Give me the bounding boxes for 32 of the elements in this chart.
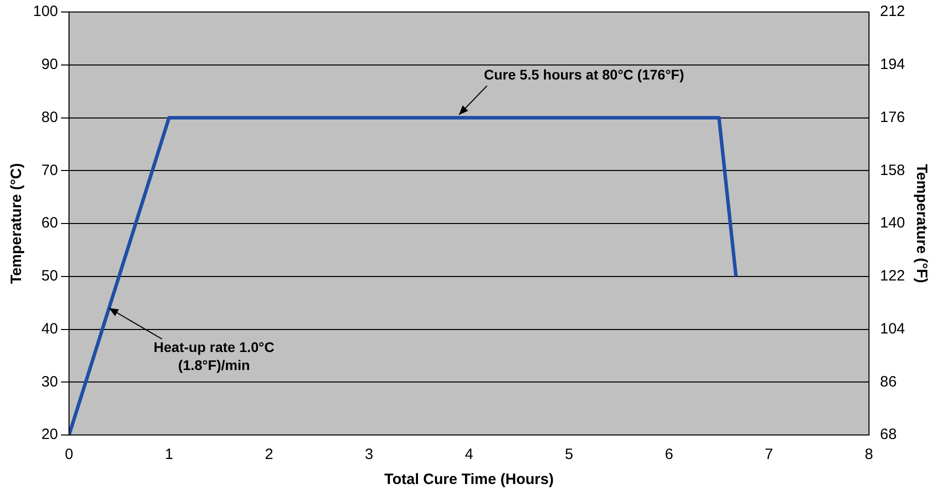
x-tick-label: 5: [564, 446, 574, 464]
y2-tick-label: 158: [880, 162, 906, 179]
x-tick-label: 7: [764, 446, 774, 464]
x-tick-label: 0: [64, 446, 74, 464]
y-tick-label: 60: [41, 214, 58, 232]
y2-tick-label: 194: [880, 56, 906, 74]
y-tick-label: 100: [32, 3, 58, 20]
y2-tick-label: 122: [880, 268, 906, 285]
x-tick-label: 8: [864, 446, 874, 464]
x-tick-label: 1: [164, 446, 174, 464]
y2-tick-label: 176: [880, 108, 906, 126]
y-tick-label: 70: [41, 162, 58, 179]
x-tick-label: 4: [464, 446, 474, 464]
x-tick-label: 3: [364, 446, 374, 464]
y2-tick-label: 140: [880, 214, 906, 232]
y-tick-label: 20: [41, 426, 58, 444]
y-tick-label: 80: [41, 108, 58, 126]
x-axis-title: Total Cure Time (Hours): [384, 471, 554, 488]
x-tick-label: 6: [664, 446, 674, 464]
y-tick-label: 90: [41, 56, 58, 74]
y-tick-label: 50: [41, 268, 58, 285]
y2-axis-title: Temperature (°F): [912, 164, 930, 284]
annotation: Heat-up rate 1.0°C (1.8°F)/min: [154, 338, 274, 373]
y-tick-label: 40: [41, 320, 58, 338]
y2-tick-label: 86: [880, 373, 897, 390]
y2-tick-label: 68: [880, 426, 897, 444]
x-tick-label: 2: [264, 446, 274, 464]
y-axis-title: Temperature (°C): [8, 163, 26, 284]
annotation: Cure 5.5 hours at 80°C (176°F): [484, 66, 684, 83]
y-tick-label: 30: [41, 373, 58, 390]
y2-tick-label: 104: [880, 320, 906, 338]
y2-tick-label: 212: [880, 3, 906, 20]
